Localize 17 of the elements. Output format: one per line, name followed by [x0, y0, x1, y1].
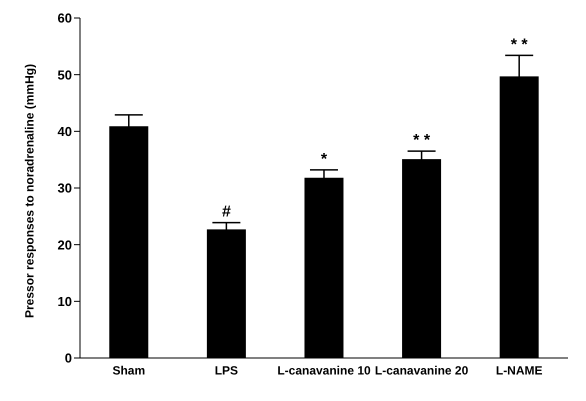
x-tick-label: L-NAME [496, 364, 543, 378]
y-tick-label: 10 [58, 294, 72, 309]
y-tick-label: 60 [58, 10, 72, 26]
x-tick-label: L-canavanine 20 [374, 364, 469, 378]
y-axis-title: Pressor responses to noradrenaline (mmHg) [22, 64, 36, 318]
annotation: * [320, 150, 328, 168]
annotation: * * [510, 36, 528, 54]
y-tick-label: 30 [58, 180, 72, 196]
annotation: # [222, 204, 231, 221]
y-tick-label: 20 [58, 237, 72, 252]
x-tick-label: LPS [214, 364, 238, 378]
y-tick-label: 50 [58, 67, 72, 82]
x-tick-label: Sham [112, 364, 146, 378]
y-tick-label: 0 [64, 350, 72, 366]
annotation: * * [413, 132, 431, 150]
y-tick-label: 40 [58, 124, 72, 139]
x-tick-label: L-canavanine 10 [277, 364, 372, 378]
